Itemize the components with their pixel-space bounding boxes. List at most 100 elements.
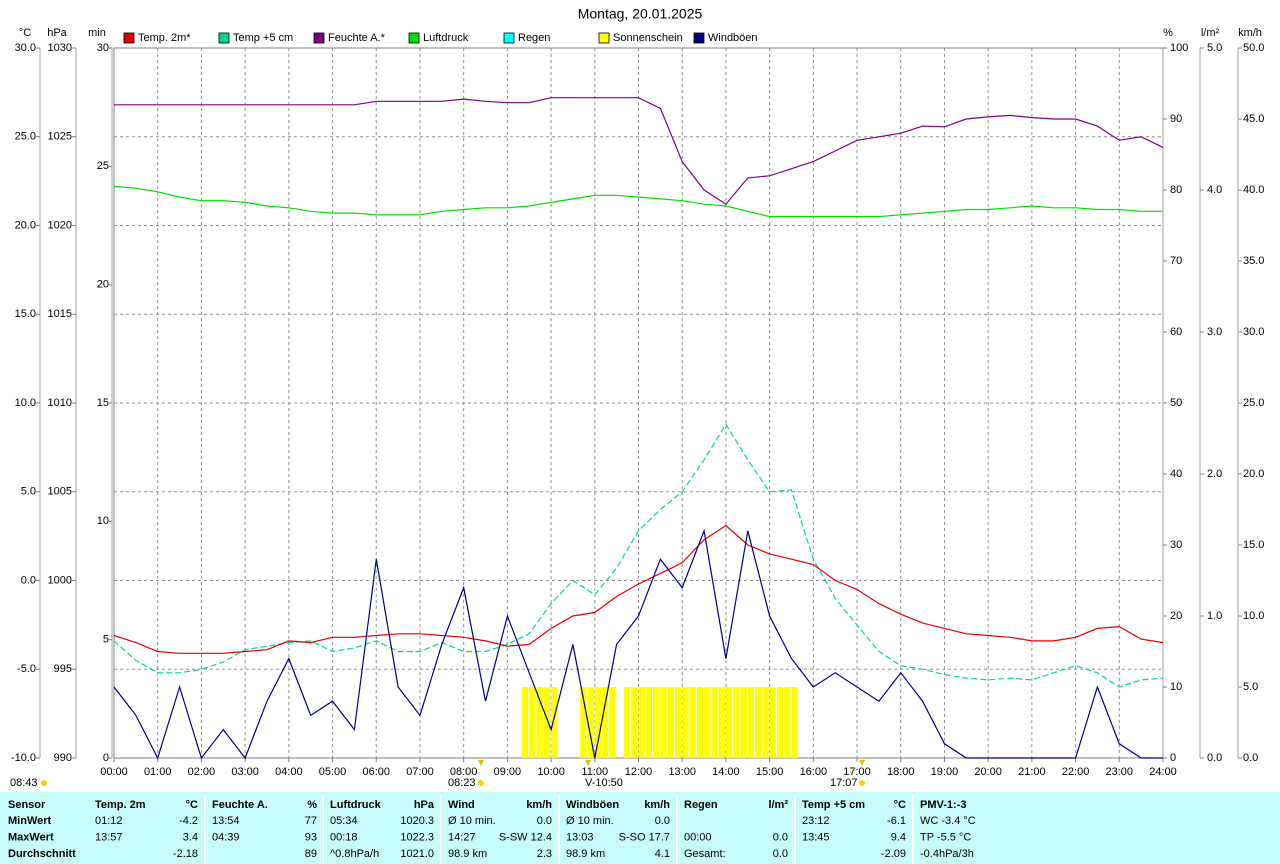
stats-cell: 98.9 km: [448, 848, 487, 860]
y-tick-label: 1005: [48, 486, 72, 498]
stats-cell: Temp. 2m: [95, 799, 146, 811]
sun-bar: [674, 687, 682, 758]
sun-bar: [653, 687, 660, 758]
legend-label: Windböen: [708, 32, 758, 44]
stats-cell: %: [307, 799, 317, 811]
stats-cell: 04:39: [212, 831, 240, 843]
stats-cell: S-SO 17.7: [619, 831, 670, 843]
stats-cell: Ø 10 min.: [566, 815, 614, 827]
sun-bar: [725, 687, 733, 758]
stats-cell: 0.0: [773, 831, 788, 843]
stats-cell: MaxWert: [8, 831, 54, 843]
legend-swatch: [503, 32, 515, 44]
stats-cell: 05:34: [330, 815, 358, 827]
x-tick-label: 17:00: [843, 766, 871, 778]
legend-label: Regen: [518, 32, 550, 44]
y-tick-label: 50: [1170, 397, 1182, 409]
y-tick-label: 20.0: [15, 219, 36, 231]
stats-cell: km/h: [644, 799, 670, 811]
stats-cell: 1020.3: [400, 815, 434, 827]
stats-cell: -2.18: [173, 848, 198, 860]
sun-bar: [711, 687, 718, 758]
axis-unit: °C: [19, 27, 31, 39]
stats-cell: -0.4hPa/3h: [920, 848, 974, 860]
sun-tick: [585, 760, 591, 766]
y-tick-label: 25.0: [1243, 397, 1264, 409]
y-tick-label: 15.0: [15, 308, 36, 320]
sun-bar: [521, 687, 529, 758]
sun-label: 08:23: [448, 777, 476, 789]
sun-bar: [755, 687, 762, 758]
y-tick-label: 0.0: [21, 574, 36, 586]
y-tick-label: 3.0: [1207, 326, 1222, 338]
sun-dot: [859, 780, 865, 786]
sun-bar: [718, 687, 725, 758]
stats-cell: Temp +5 cm: [802, 799, 865, 811]
stats-cell: Ø 10 min.: [448, 815, 496, 827]
series-line: [113, 423, 1164, 688]
stats-cell: 01:12: [95, 815, 123, 827]
x-tick-label: 06:00: [362, 766, 390, 778]
x-tick-label: 23:00: [1106, 766, 1134, 778]
y-tick-label: 30.0: [15, 42, 36, 54]
x-tick-label: 02:00: [188, 766, 216, 778]
legend-label: Luftdruck: [423, 32, 469, 44]
y-tick-label: 20: [1170, 610, 1182, 622]
stats-cell: 13:03: [566, 831, 594, 843]
axis-unit: min: [88, 27, 106, 39]
stats-cell: hPa: [414, 799, 435, 811]
sun-bar: [623, 687, 631, 758]
x-tick-label: 01:00: [144, 766, 172, 778]
sun-bar: [740, 687, 747, 758]
y-tick-label: 990: [54, 752, 72, 764]
stats-cell: Feuchte A.: [212, 799, 268, 811]
x-tick-label: 21:00: [1018, 766, 1046, 778]
sun-tick: [859, 760, 865, 766]
y-tick-label: 995: [54, 663, 72, 675]
legend-label: Temp. 2m*: [138, 32, 191, 44]
stats-cell: 1022.3: [400, 831, 434, 843]
y-tick-label: 0: [1170, 752, 1176, 764]
stats-panel: [0, 792, 1280, 864]
sun-bar: [543, 687, 551, 758]
series-line: [113, 528, 1163, 760]
legend-label: Temp +5 cm: [233, 32, 293, 44]
y-tick-label: 80: [1170, 184, 1182, 196]
x-tick-label: 14:00: [712, 766, 740, 778]
y-tick-label: 15.0: [1243, 539, 1264, 551]
stats-cell: -2.09: [881, 848, 906, 860]
x-tick-label: 15:00: [756, 766, 784, 778]
x-tick-label: 10:00: [537, 766, 565, 778]
stats-cell: Wind: [448, 799, 475, 811]
y-tick-label: 30: [1170, 539, 1182, 551]
stats-cell: Sensor: [8, 799, 46, 811]
y-tick-label: 10: [1170, 681, 1182, 693]
sun-bar: [784, 687, 791, 758]
legend-swatch: [408, 32, 420, 44]
x-tick-label: 07:00: [406, 766, 434, 778]
stats-cell: S-SW 12.4: [499, 831, 552, 843]
sun-label: 08:43: [10, 777, 38, 789]
sun-bar: [587, 687, 594, 758]
legend-label: Sonnenschein: [613, 32, 683, 44]
y-tick-label: 30: [97, 42, 109, 54]
y-tick-label: 10: [97, 515, 109, 527]
y-tick-label: 5: [103, 634, 109, 646]
stats-cell: l/m²: [768, 799, 788, 811]
y-tick-label: 1010: [48, 397, 72, 409]
axis-unit: %: [1163, 27, 1173, 39]
sun-bar: [747, 687, 755, 758]
y-tick-label: 15: [97, 397, 109, 409]
series-line: [114, 97, 1164, 205]
x-tick-label: 11:00: [581, 766, 608, 778]
y-tick-label: 1030: [48, 42, 72, 54]
x-tick-label: 05:00: [319, 766, 347, 778]
y-tick-label: 1025: [48, 131, 72, 143]
stats-cell: Regen: [684, 799, 718, 811]
x-tick-label: 20:00: [974, 766, 1002, 778]
x-tick-label: 22:00: [1062, 766, 1090, 778]
y-tick-label: 0.0: [1243, 752, 1258, 764]
sun-bar: [769, 687, 776, 758]
stats-cell: 2.3: [537, 848, 552, 860]
